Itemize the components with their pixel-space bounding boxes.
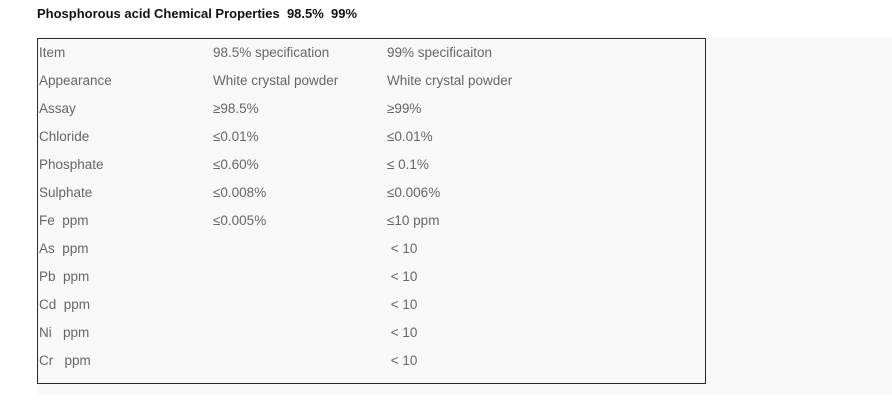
table-row: Fe ppm ≤0.005% ≤10 ppm [38, 207, 705, 235]
row-value-98-5: White crystal powder [213, 73, 339, 88]
table-row: As ppm < 10 [38, 235, 705, 263]
table-row: Assay ≥98.5% ≥99% [38, 95, 705, 123]
row-item: Sulphate [39, 185, 93, 200]
row-item: As ppm [39, 241, 89, 256]
row-value-99: ≤0.01% [387, 129, 433, 144]
row-value-99: ≤ 0.1% [387, 157, 429, 172]
row-item: Cd ppm [39, 297, 91, 312]
row-item: Appearance [39, 73, 112, 88]
table-row: Sulphate ≤0.008% ≤0.006% [38, 179, 705, 207]
header-item: Item [39, 45, 66, 60]
properties-table: Item 98.5% specification 99% specificait… [37, 38, 706, 384]
row-value-99: < 10 [387, 269, 418, 284]
row-value-98-5: ≤0.60% [213, 157, 259, 172]
table-row: Phosphate ≤0.60% ≤ 0.1% [38, 151, 705, 179]
row-item: Assay [39, 101, 76, 116]
row-item: Cr ppm [39, 353, 91, 368]
row-item: Ni ppm [39, 325, 90, 340]
row-value-98-5: ≥98.5% [213, 101, 259, 116]
table-row: Cr ppm < 10 [38, 347, 705, 375]
row-value-99: < 10 [387, 241, 418, 256]
table-row: Appearance White crystal powder White cr… [38, 67, 705, 95]
row-value-99: White crystal powder [387, 73, 513, 88]
row-value-99: < 10 [387, 297, 418, 312]
row-item: Chloride [39, 129, 90, 144]
row-value-99: < 10 [387, 353, 418, 368]
table-row: Chloride ≤0.01% ≤0.01% [38, 123, 705, 151]
header-98-5-spec: 98.5% specification [213, 45, 330, 60]
row-value-99: < 10 [387, 325, 418, 340]
page-title: Phosphorous acid Chemical Properties 98.… [37, 6, 358, 21]
row-value-98-5: ≤0.008% [213, 185, 267, 200]
table-header-row: Item 98.5% specification 99% specificait… [38, 39, 705, 67]
row-value-98-5: ≤0.005% [213, 213, 267, 228]
row-item: Phosphate [39, 157, 104, 172]
header-99-spec: 99% specificaiton [387, 45, 493, 60]
row-item: Fe ppm [39, 213, 89, 228]
row-value-99: ≤10 ppm [387, 213, 440, 228]
row-value-98-5: ≤0.01% [213, 129, 259, 144]
table-row: Ni ppm < 10 [38, 319, 705, 347]
row-value-99: ≤0.006% [387, 185, 441, 200]
row-value-99: ≥99% [387, 101, 422, 116]
table-row: Cd ppm < 10 [38, 291, 705, 319]
table-row: Pb ppm < 10 [38, 263, 705, 291]
row-item: Pb ppm [39, 269, 90, 284]
